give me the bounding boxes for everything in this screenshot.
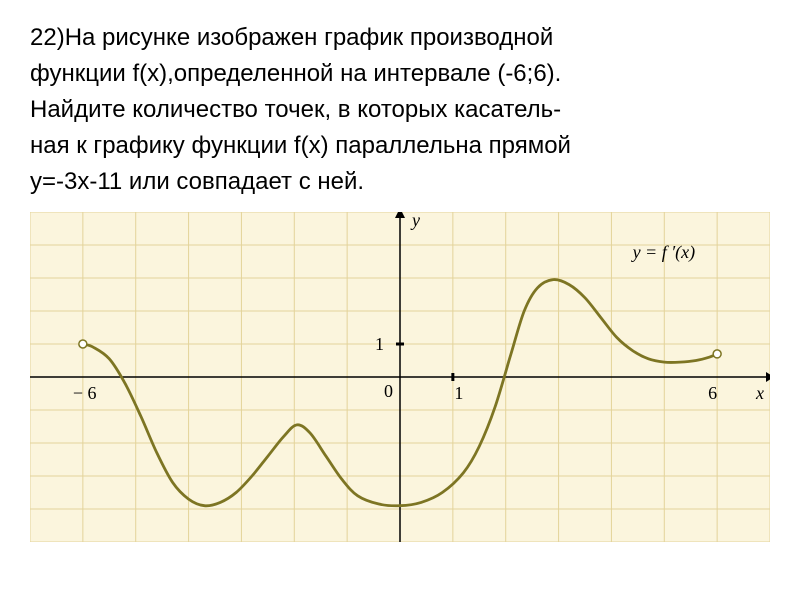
problem-line-3: Найдите количество точек, в которых каса… [30,92,770,128]
derivative-chart: y x 0 − 6 1 6 1 y = f ′(x) [30,212,770,542]
problem-text: 22)На рисунке изображен график производн… [30,20,770,200]
problem-line-5: y=-3x-11 или совпадает с ней. [30,164,770,200]
svg-text:6: 6 [708,383,717,403]
svg-text:y = f ′(x): y = f ′(x) [631,242,696,263]
chart-svg: y x 0 − 6 1 6 1 y = f ′(x) [30,212,770,542]
svg-text:0: 0 [384,381,393,401]
svg-text:1: 1 [375,334,384,354]
svg-text:x: x [755,383,764,403]
svg-text:y: y [410,212,420,230]
problem-line-4: ная к графику функции f(x) параллельна п… [30,128,770,164]
svg-text:1: 1 [454,383,463,403]
problem-line-1: 22)На рисунке изображен график производн… [30,20,770,56]
svg-text:− 6: − 6 [73,383,97,403]
problem-line-2: функции f(x),определенной на интервале (… [30,56,770,92]
